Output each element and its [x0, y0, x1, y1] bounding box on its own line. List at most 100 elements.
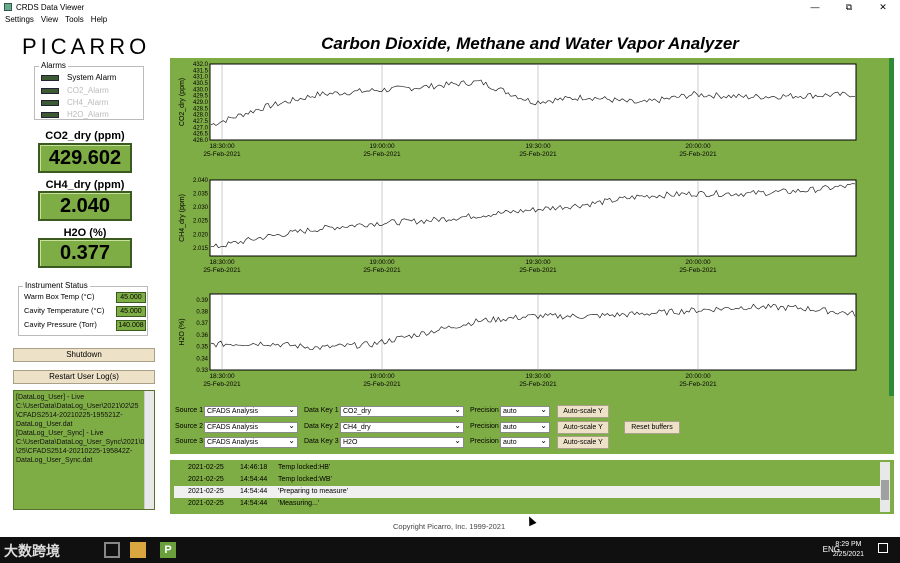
- message-row[interactable]: 2021-02-25 14:54:44 Temp locked:WB': [188, 476, 332, 483]
- x-tick-date: 25-Feb-2021: [519, 151, 557, 158]
- ch4-value: 2.040: [38, 191, 132, 221]
- alarm-co2: CO2_Alarm: [41, 86, 109, 95]
- y-tick-label: 428.0: [193, 113, 209, 119]
- panel-accent-bar: [889, 58, 894, 396]
- x-tick-date: 25-Feb-2021: [679, 267, 717, 274]
- y-tick-label: 0.34: [196, 356, 208, 362]
- message-scrollbar[interactable]: [880, 462, 890, 512]
- alarm-led-icon: [41, 99, 59, 106]
- message-row-selected[interactable]: 2021-02-25 14:54:44 'Preparing to measure': [174, 486, 880, 498]
- menu-help[interactable]: Help: [90, 15, 108, 24]
- status-warm-box: Warm Box Temp (°C) 45.000: [24, 292, 146, 304]
- log-line: C:\UserData\DataLog_User_Sync\2021\02: [16, 439, 149, 446]
- autoscale-2-button[interactable]: Auto-scale Y: [557, 421, 609, 434]
- menu-settings[interactable]: Settings: [5, 15, 34, 24]
- message-row[interactable]: 2021-02-25 14:46:18 Temp locked:HB': [188, 464, 331, 471]
- y-tick-label: 0.36: [196, 333, 208, 339]
- log-scrollbar[interactable]: [144, 391, 154, 509]
- precision-1-label: Precision: [470, 407, 499, 414]
- x-tick-time: 19:30:00: [525, 259, 551, 266]
- app-title: Carbon Dioxide, Methane and Water Vapor …: [321, 34, 739, 53]
- x-tick-time: 19:00:00: [369, 373, 395, 380]
- menu-tools[interactable]: Tools: [65, 15, 84, 24]
- x-tick-time: 20:00:00: [685, 259, 711, 266]
- language-indicator[interactable]: ENG: [822, 545, 840, 554]
- y-tick-label: 2.015: [193, 246, 209, 252]
- log-line: DataLog_User_Sync.dat: [16, 457, 93, 464]
- source-1-select[interactable]: CFADS Analysis: [204, 405, 298, 417]
- precision-2-select[interactable]: auto: [500, 421, 550, 433]
- menu-bar: Settings View Tools Help: [0, 14, 900, 26]
- alarm-led-icon: [41, 87, 59, 94]
- data-key-3-label: Data Key 3: [304, 438, 339, 445]
- x-tick-date: 25-Feb-2021: [679, 151, 717, 158]
- picarro-app-icon[interactable]: P: [160, 542, 176, 558]
- plot-panel: 18:30:00 25-Feb-2021 19:00:00 25-Feb-2021 19…: [170, 58, 894, 396]
- autoscale-1-button[interactable]: Auto-scale Y: [557, 405, 609, 418]
- y-tick-label: 0.35: [196, 345, 208, 351]
- menu-view[interactable]: View: [40, 15, 59, 24]
- notification-icon[interactable]: [878, 543, 888, 553]
- source-controls: Source 1 CFADS Analysis Data Key 1 CO2_d…: [170, 396, 894, 454]
- status-value: 45.000: [116, 306, 146, 317]
- y-tick-label: 429.0: [193, 100, 209, 106]
- log-status-box[interactable]: [DataLog_User] - Live C:\UserData\DataLo…: [13, 390, 155, 510]
- co2-label: CO2_dry (ppm): [45, 130, 125, 142]
- alarm-led-icon: [41, 111, 59, 118]
- minimize-button[interactable]: —: [810, 2, 820, 12]
- y-tick-label: 2.035: [193, 192, 209, 198]
- mouse-cursor-icon: [525, 514, 537, 527]
- y-tick-label: 0.37: [196, 321, 208, 327]
- message-row[interactable]: 2021-02-25 14:54:44 'Measuring...': [188, 500, 320, 507]
- x-tick-date: 25-Feb-2021: [679, 381, 717, 388]
- restore-button[interactable]: ⧉: [845, 2, 853, 12]
- explorer-icon[interactable]: [104, 542, 120, 558]
- restart-log-button[interactable]: Restart User Log(s): [13, 370, 155, 384]
- x-tick-time: 20:00:00: [685, 373, 711, 380]
- data-key-1-select[interactable]: CO2_dry: [340, 405, 464, 417]
- y-axis-label: CO2_dry (ppm): [179, 78, 186, 126]
- h2o-label: H2O (%): [63, 227, 107, 239]
- shutdown-button[interactable]: Shutdown: [13, 348, 155, 362]
- data-key-3-select[interactable]: H2O: [340, 436, 464, 448]
- data-key-2-label: Data Key 2: [304, 423, 339, 430]
- x-tick-time: 20:00:00: [685, 143, 711, 150]
- data-key-1-label: Data Key 1: [304, 407, 339, 414]
- close-button[interactable]: ✕: [879, 2, 887, 12]
- source-2-select[interactable]: CFADS Analysis: [204, 421, 298, 433]
- log-line: DataLog_User.dat: [16, 421, 73, 428]
- folder-icon[interactable]: [130, 542, 146, 558]
- plot-area: [209, 293, 857, 371]
- reset-buffers-button[interactable]: Reset buffers: [624, 421, 680, 434]
- x-tick-time: 19:30:00: [525, 143, 551, 150]
- source-3-label: Source 3: [175, 438, 204, 445]
- y-tick-label: 429.5: [193, 94, 209, 100]
- autoscale-3-button[interactable]: Auto-scale Y: [557, 436, 609, 449]
- y-tick-label: 2.020: [193, 232, 209, 238]
- log-line: \25\CFADS2514-20210225-195842Z-: [16, 448, 133, 455]
- status-legend: Instrument Status: [23, 281, 90, 290]
- alarms-group: Alarms System Alarm CO2_Alarm CH4_Alarm …: [34, 61, 144, 120]
- y-tick-label: 0.33: [196, 368, 208, 374]
- precision-1-select[interactable]: auto: [500, 405, 550, 417]
- x-tick-time: 18:30:00: [209, 143, 235, 150]
- data-key-2-select[interactable]: CH4_dry: [340, 421, 464, 433]
- status-value: 45.000: [116, 292, 146, 303]
- y-tick-label: 2.030: [193, 205, 209, 211]
- y-tick-label: 2.040: [193, 178, 209, 184]
- y-tick-label: 431.5: [193, 68, 209, 74]
- x-tick-date: 25-Feb-2021: [203, 381, 241, 388]
- y-tick-label: 430.5: [193, 81, 209, 87]
- source-3-select[interactable]: CFADS Analysis: [204, 436, 298, 448]
- x-tick-date: 25-Feb-2021: [519, 267, 557, 274]
- watermark: 大数跨境: [4, 543, 60, 559]
- x-tick-time: 18:30:00: [209, 259, 235, 266]
- status-value: 140.008: [116, 320, 146, 331]
- clock[interactable]: 8:29 PM 2/25/2021: [832, 541, 864, 558]
- x-tick-date: 25-Feb-2021: [203, 267, 241, 274]
- plot-area: [209, 63, 857, 141]
- scrollbar-thumb[interactable]: [881, 480, 889, 500]
- x-tick-time: 19:00:00: [369, 143, 395, 150]
- series-line: [210, 79, 856, 126]
- precision-3-select[interactable]: auto: [500, 436, 550, 448]
